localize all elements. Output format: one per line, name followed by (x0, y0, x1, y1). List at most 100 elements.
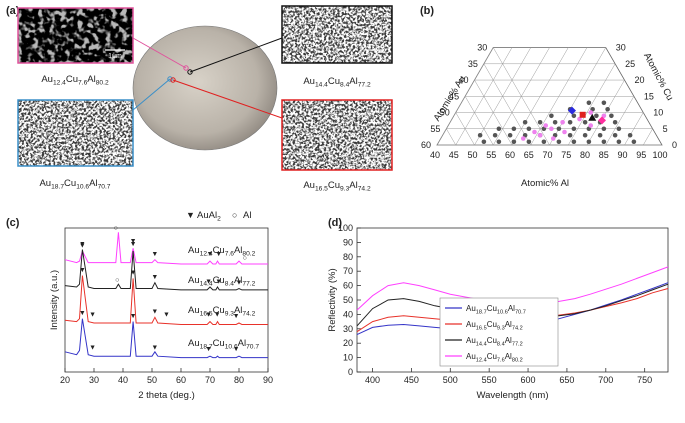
sem-texture (18, 8, 133, 63)
composition-point (579, 111, 586, 118)
x-tick-label: 80 (234, 375, 244, 385)
cu-tick-label: 15 (644, 91, 654, 101)
composition-point (567, 119, 573, 125)
au-tick-label: 50 (440, 108, 450, 118)
composition-point (511, 126, 517, 132)
al-tick-label: 100 (652, 150, 667, 160)
au-tick-label: 35 (468, 59, 478, 69)
y-tick-label: 70 (343, 266, 353, 276)
x-tick-label: 550 (482, 375, 497, 385)
panel-label: (c) (6, 217, 20, 229)
au-tick-label: 60 (421, 140, 431, 150)
scale-label: 1μm (108, 156, 122, 163)
panel-label: (d) (328, 217, 342, 229)
composition-point (609, 113, 614, 119)
composition-point (601, 100, 607, 106)
composition-point (537, 119, 543, 125)
panel-label: (a) (6, 5, 20, 17)
composition-point (605, 106, 610, 112)
peak-marker: ▼ (89, 345, 96, 352)
grid-line (483, 63, 531, 146)
x-tick-label: 40 (118, 375, 128, 385)
peak-marker: ▼ (79, 242, 86, 249)
composition-point (594, 113, 599, 119)
composition-point (597, 132, 603, 138)
y-tick-label: 60 (343, 281, 353, 291)
composition-point (526, 139, 532, 145)
connector (132, 37, 187, 69)
composition-point (567, 132, 573, 138)
composition-point (568, 106, 576, 115)
legend-symbol: ▼ (186, 210, 195, 220)
composition-point (612, 119, 618, 125)
legend-label: Au18.7Cu10.6Al70.7 (466, 304, 526, 316)
wafer-spot (170, 77, 176, 83)
composition-point (549, 126, 554, 132)
al-tick-label: 90 (617, 150, 627, 160)
cu-tick-label: 20 (635, 75, 645, 85)
peak-marker: ▼ (215, 251, 222, 258)
x-axis-label: Wavelength (nm) (477, 390, 549, 401)
composition-point (507, 132, 513, 138)
grid-line (605, 96, 635, 146)
composition-point (586, 100, 592, 106)
x-tick-label: 70 (205, 375, 215, 385)
data-line (64, 318, 268, 359)
sample-label: Au12.4Cu7.6Al80.2 (41, 74, 109, 87)
al-tick-label: 50 (467, 150, 477, 160)
sem-frame (281, 5, 393, 64)
x-tick-label: 450 (404, 375, 419, 385)
grid-line (568, 63, 616, 146)
x-tick-label: 700 (598, 375, 613, 385)
curve-label: Au16.5Cu9.3Al74.2 (188, 305, 256, 318)
y-tick-label: 50 (343, 295, 353, 305)
panel-label: (b) (420, 5, 434, 17)
composition-point (496, 126, 502, 132)
composition-point (520, 136, 526, 141)
curve-label: Au18.7Cu10.6Al70.7 (188, 338, 259, 351)
composition-point (492, 132, 498, 138)
sample-label: Au18.7Cu10.6Al70.7 (39, 178, 110, 191)
peak-marker: ▼ (151, 345, 158, 352)
au-tick-label: 55 (430, 124, 440, 134)
wafer-spot (183, 65, 189, 71)
al-tick-label: 45 (449, 150, 459, 160)
composition-point (627, 132, 633, 138)
cu-tick-label: 0 (672, 140, 677, 150)
grid-line (474, 79, 513, 146)
grid-line (643, 128, 653, 146)
composition-point (582, 119, 588, 125)
x-axis-label: 2 theta (deg.) (138, 390, 195, 401)
composition-point (550, 136, 556, 141)
grid-line (455, 112, 475, 146)
composition-point (571, 113, 577, 119)
al-tick-label: 75 (561, 150, 571, 160)
composition-point (616, 126, 622, 132)
composition-point (601, 113, 607, 119)
sem-texture (18, 100, 133, 166)
wafer (132, 25, 278, 151)
al-tick-label: 95 (636, 150, 646, 160)
al-tick-label: 80 (580, 150, 590, 160)
peak-marker: ▼ (236, 280, 243, 287)
y-tick-label: 90 (343, 237, 353, 247)
al-axis-label: Atomic% Al (521, 178, 569, 189)
composition-point (511, 139, 517, 145)
peak-marker: ▼ (151, 274, 158, 281)
au-tick-label: 45 (449, 91, 459, 101)
legend-box (439, 297, 559, 367)
peak-marker: ▼ (130, 238, 137, 245)
composition-point (481, 139, 487, 145)
x-tick-label: 20 (60, 375, 70, 385)
legend-symbol: ○ (232, 210, 237, 220)
sample-label: Au16.5Cu9.3Al74.2 (303, 180, 371, 193)
curve-label: Au12.4Cu7.6Al80.2 (188, 245, 256, 258)
au-axis-label: Atomic% Au (432, 74, 468, 123)
peak-marker: ▼ (205, 278, 212, 285)
peak-marker: ▼ (130, 313, 137, 320)
au-tick-label: 30 (477, 43, 487, 53)
peak-marker: ▼ (79, 267, 86, 274)
connector (189, 37, 283, 73)
wafer-spot (187, 69, 193, 75)
